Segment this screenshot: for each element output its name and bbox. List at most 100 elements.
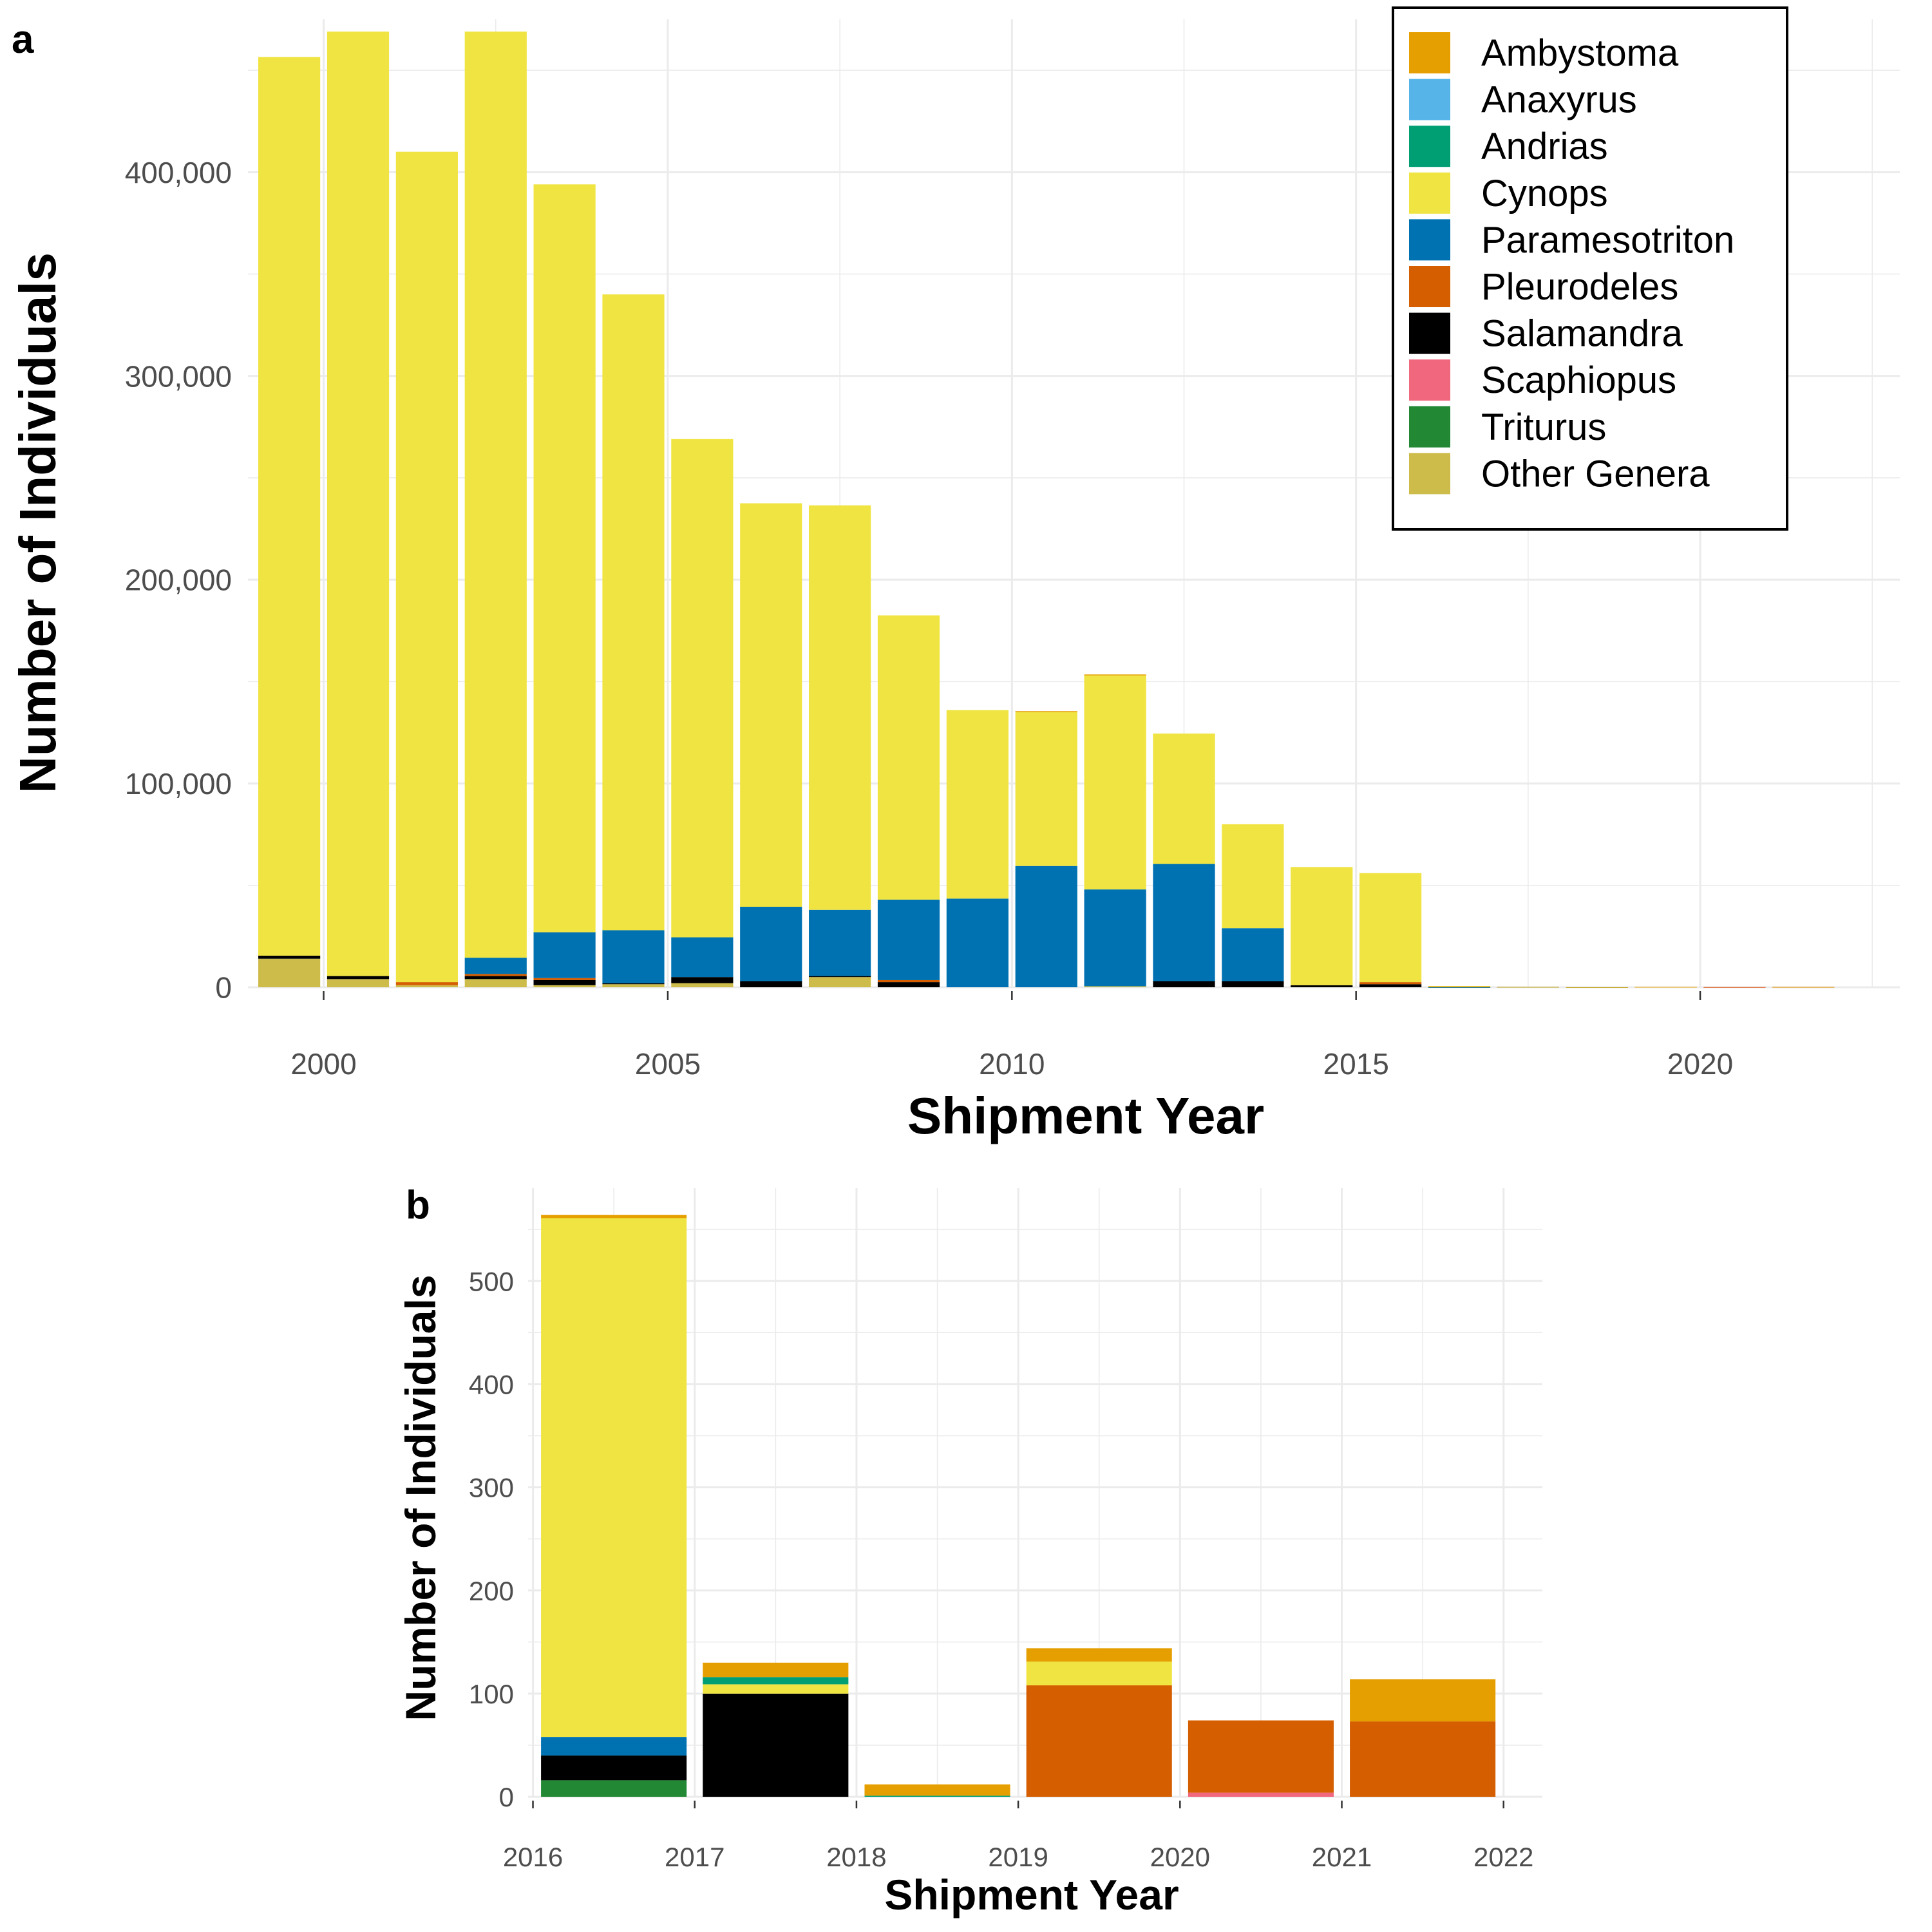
y-tick-label: 400,000	[125, 156, 232, 189]
bar-segment-cynops	[258, 57, 321, 956]
legend-key-triturus	[1409, 406, 1450, 448]
bar-segment-cynops	[1222, 824, 1284, 929]
bar-segment-cynops	[877, 615, 940, 900]
bar-segment-cynops	[1153, 734, 1215, 864]
bar-segment-salamandra	[1222, 981, 1284, 987]
legend-key-pleurodeles	[1409, 266, 1450, 307]
bar-segment-salamandra	[533, 980, 596, 985]
bar-segment-other-genera	[1084, 986, 1146, 987]
panel-a-y-axis-title: Number of Individuals	[9, 252, 66, 793]
y-tick-label: 100,000	[125, 767, 232, 800]
bar-segment-ambystoma	[864, 1784, 1010, 1796]
bar-segment-paramesotriton	[877, 899, 940, 980]
bar-segment-other-genera	[464, 979, 527, 987]
bar-segment-cynops	[1428, 986, 1491, 987]
panel-b-tag: b	[406, 1183, 430, 1227]
bar-segment-scaphiopus	[1188, 1792, 1334, 1797]
y-tick-label: 0	[499, 1782, 514, 1812]
panel-a-bars	[258, 31, 1835, 988]
bar-segment-pleurodeles	[1026, 1685, 1172, 1797]
bar-segment-paramesotriton	[1153, 864, 1215, 981]
panel-b-x-ticks: 2016 2017 2018 2019 2020 2021 2022	[503, 1801, 1533, 1872]
bar-segment-other-genera	[258, 958, 321, 987]
legend-label-paramesotriton: Paramesotriton	[1481, 219, 1734, 261]
bar-segment-cynops	[533, 184, 596, 933]
x-tick-label: 2020	[1150, 1842, 1210, 1872]
legend-label-anaxyrus: Anaxyrus	[1481, 79, 1637, 121]
y-tick-label: 200,000	[125, 564, 232, 597]
panel-b-y-axis-title: Number of Individuals	[397, 1274, 444, 1721]
bar-segment-salamandra	[877, 982, 940, 987]
legend-key-anaxyrus	[1409, 79, 1450, 120]
bar-segment-andrias	[864, 1795, 1010, 1797]
bar-segment-cynops	[946, 710, 1009, 899]
bar-segment-cynops	[395, 151, 458, 983]
panel-a-y-ticks: 0 100,000 200,000 300,000 400,000	[125, 156, 232, 1005]
bar-segment-cynops	[1291, 867, 1353, 985]
bar-segment-cynops	[1359, 873, 1422, 983]
y-tick-label: 300	[469, 1473, 514, 1503]
bar-segment-cynops	[464, 31, 527, 958]
legend-label-other-genera: Other Genera	[1481, 453, 1710, 495]
bar-segment-salamandra	[1153, 981, 1215, 987]
bar-segment-pleurodeles	[464, 974, 527, 976]
bar-segment-paramesotriton	[1428, 987, 1491, 988]
legend-label-triturus: Triturus	[1481, 406, 1606, 448]
bar-segment-salamandra	[1291, 985, 1353, 987]
bar-segment-ambystoma	[1084, 674, 1146, 676]
panel-b-y-ticks: 0 100 200 300 400 500	[469, 1266, 514, 1812]
bar-segment-salamandra	[740, 981, 802, 987]
legend-label-cynops: Cynops	[1481, 173, 1608, 214]
x-tick-label: 2015	[1323, 1047, 1389, 1081]
legend-label-salamandra: Salamandra	[1481, 313, 1683, 355]
legend-label-scaphiopus: Scaphiopus	[1481, 359, 1676, 401]
bar-segment-ambystoma	[1634, 987, 1697, 988]
bar-segment-paramesotriton	[1084, 889, 1146, 987]
bar-segment-ambystoma	[1566, 987, 1628, 988]
bar-segment-ambystoma	[1772, 987, 1835, 988]
bar-segment-paramesotriton	[464, 958, 527, 974]
bar-segment-pleurodeles	[533, 978, 596, 980]
y-tick-label: 100	[469, 1679, 514, 1709]
panel-a-x-ticks: 2000 2005 2010 2015 2020	[290, 991, 1733, 1081]
legend-label-pleurodeles: Pleurodeles	[1481, 266, 1678, 308]
y-tick-label: 0	[215, 971, 232, 1005]
x-tick-label: 2022	[1473, 1842, 1533, 1872]
legend-key-other-genera	[1409, 453, 1450, 495]
bar-segment-pleurodeles	[1359, 982, 1422, 985]
legend-label-ambystoma: Ambystoma	[1481, 32, 1679, 74]
bar-segment-cynops	[1084, 675, 1146, 890]
bar-segment-other-genera	[809, 977, 871, 987]
bar-segment-salamandra	[809, 976, 871, 978]
bar-segment-salamandra	[1359, 984, 1422, 987]
bar-segment-pleurodeles	[1703, 987, 1766, 988]
bar-segment-paramesotriton	[740, 907, 802, 981]
bar-segment-ambystoma	[1026, 1648, 1172, 1662]
x-tick-label: 2020	[1667, 1047, 1733, 1081]
bar-segment-cynops	[703, 1684, 849, 1694]
panel-a-tag: a	[12, 17, 34, 62]
panel-b-chart: 0 100 200 300 400 500 2016 2017 2018 2019 2020 202…	[397, 1183, 1542, 1918]
panel-b-bars	[541, 1215, 1496, 1797]
bar-segment-ambystoma	[703, 1662, 849, 1678]
bar-segment-cynops	[602, 294, 665, 931]
bar-segment-cynops	[1026, 1662, 1172, 1686]
bar-segment-ambystoma	[1497, 987, 1559, 988]
panel-b-x-axis-title: Shipment Year	[884, 1871, 1179, 1918]
panel-a-legend: Ambystoma Anaxyrus Andrias Cynops Paramesotr…	[1392, 6, 1788, 531]
legend-items: Ambystoma Anaxyrus Andrias Cynops Paramesotr…	[1409, 32, 1734, 495]
legend-label-andrias: Andrias	[1481, 126, 1608, 167]
x-tick-label: 2017	[665, 1842, 724, 1872]
bar-segment-paramesotriton	[1222, 928, 1284, 981]
bar-segment-other-genera	[395, 985, 458, 987]
bar-segment-cynops	[809, 505, 871, 910]
bar-segment-salamandra	[464, 976, 527, 980]
bar-segment-paramesotriton	[946, 898, 1009, 987]
bar-segment-other-genera	[327, 979, 390, 987]
bar-segment-salamandra	[602, 983, 665, 985]
bar-segment-salamandra	[327, 976, 390, 980]
bar-segment-cynops	[740, 503, 802, 907]
legend-key-salamandra	[1409, 312, 1450, 354]
